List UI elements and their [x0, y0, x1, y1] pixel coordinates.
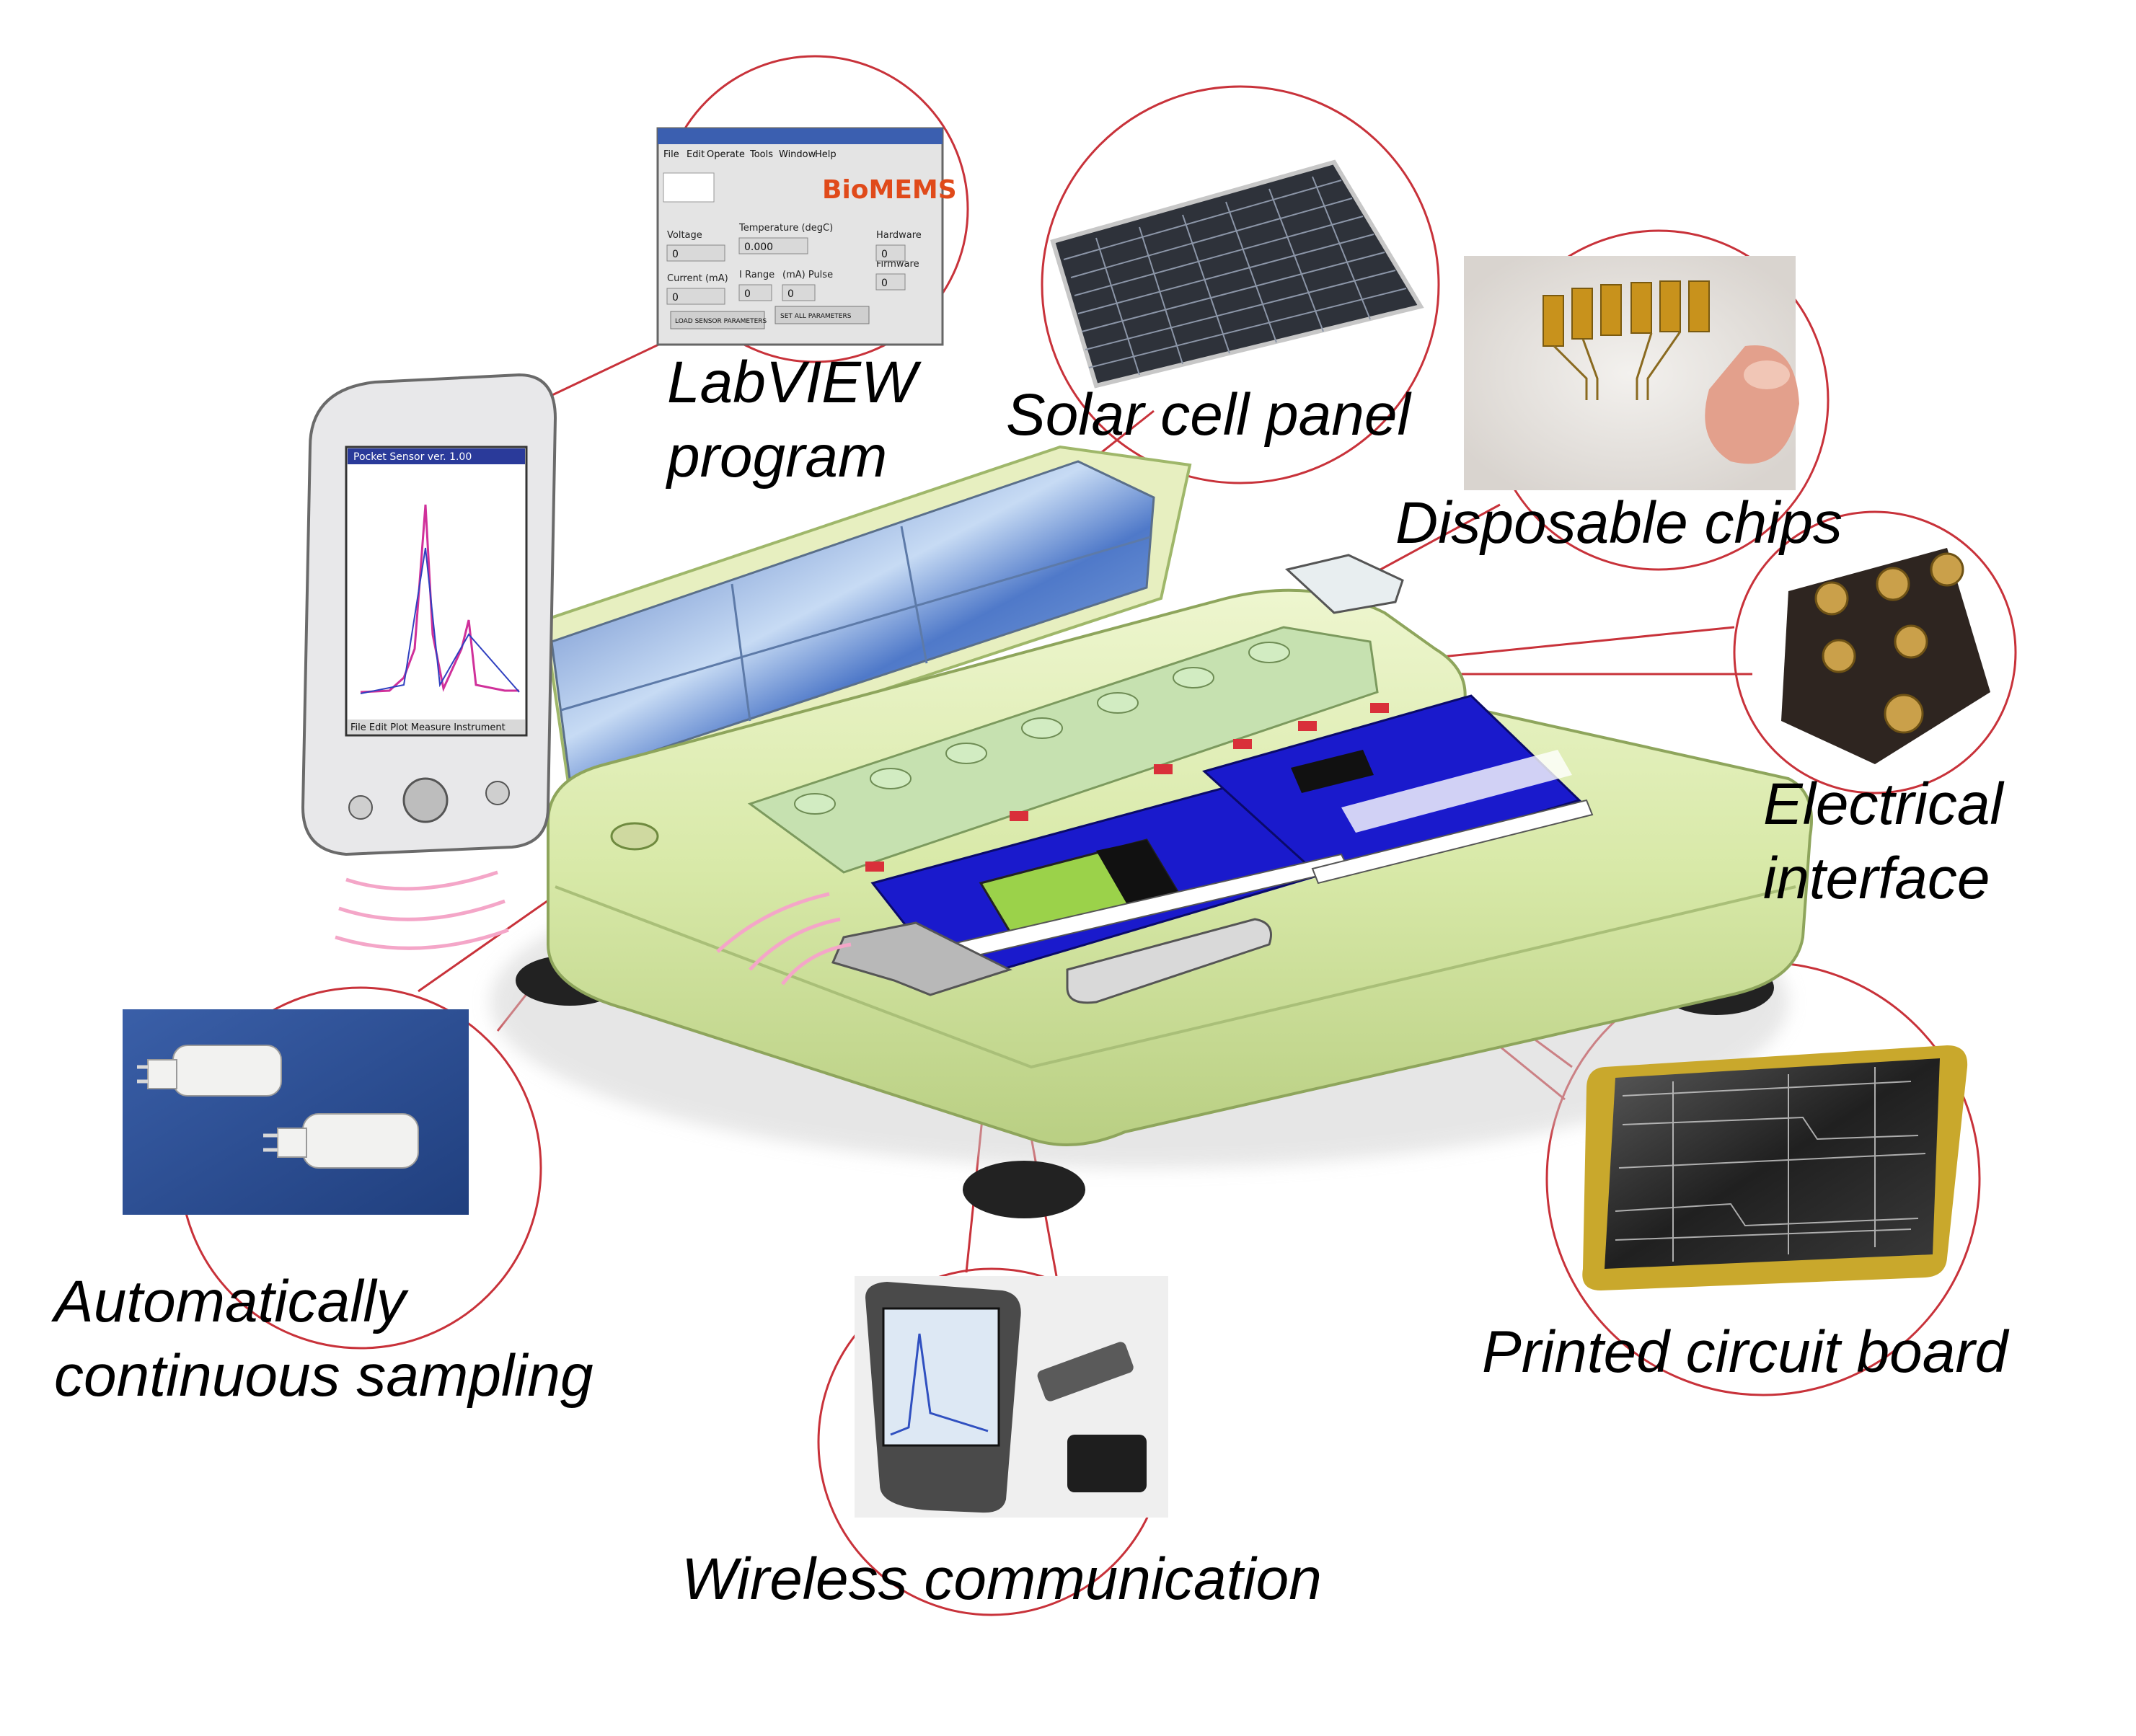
labview-set-button: SET ALL PARAMETERS: [780, 313, 852, 320]
svg-text:Hardware: Hardware: [876, 230, 922, 241]
device-foot: [963, 1161, 1085, 1218]
labview-load-button: LOAD SENSOR PARAMETERS: [675, 318, 767, 325]
svg-text:(mA) Pulse: (mA) Pulse: [782, 270, 833, 280]
labview-label-line-1: LabVIEW: [667, 350, 917, 415]
chips-label: Disposable chips: [1395, 490, 1842, 556]
chip-tray: [747, 626, 1379, 874]
solar-callout-ring: [1041, 85, 1440, 484]
labview-window: File Edit Operate Tools Window Help BioM…: [656, 127, 957, 346]
pda-status-line: File Edit Plot Measure Instrument: [350, 722, 506, 733]
labview-menu: File Edit Operate Tools Window Help: [663, 149, 837, 160]
electrical-label-line-1: Electrical: [1763, 771, 2003, 837]
sensor-pcb: [1201, 694, 1581, 877]
sampling-label-line-2: continuous sampling: [54, 1342, 593, 1409]
solar-panel-photo: [1050, 159, 1424, 389]
svg-text:Voltage: Voltage: [667, 230, 702, 241]
antenna: [831, 921, 1012, 996]
pcb-photo: [1582, 1045, 1968, 1290]
solenoid-valve-photo: [123, 1009, 469, 1215]
svg-text:File: File: [663, 149, 679, 160]
svg-text:0: 0: [672, 249, 679, 260]
electrical-label: Electrical interface: [1763, 768, 2003, 916]
svg-text:0: 0: [744, 288, 751, 300]
wireless-label: Wireless communication: [681, 1546, 1322, 1612]
labview-label-line-2: program: [667, 423, 888, 490]
svg-text:Firmware: Firmware: [876, 259, 919, 270]
pda-nav-button: [402, 777, 449, 823]
chip-slot: [1284, 554, 1404, 614]
svg-text:0: 0: [881, 249, 888, 260]
pocket-pc-photo: [855, 1276, 1168, 1518]
svg-text:Tools: Tools: [749, 149, 773, 160]
labview-logo: BioMEMS: [822, 175, 957, 205]
pump-port: [610, 822, 659, 851]
pda-device: Pocket Sensor ver. 1.00 File Edit Plot M…: [301, 373, 557, 950]
solar-label: Solar cell panel: [1006, 382, 1411, 448]
sampling-label-line-1: Automatically: [54, 1269, 406, 1334]
solar-panel-glass: [550, 460, 1155, 780]
svg-text:0: 0: [787, 288, 794, 300]
svg-text:Temperature (degC): Temperature (degC): [738, 223, 833, 234]
pda-screen: [345, 446, 528, 737]
pda-title: Pocket Sensor ver. 1.00: [353, 451, 472, 463]
svg-text:0.000: 0.000: [744, 242, 773, 253]
disposable-chip-photo: [1464, 256, 1799, 490]
svg-text:Help: Help: [815, 149, 837, 160]
svg-text:0: 0: [672, 292, 679, 304]
svg-text:0: 0: [881, 278, 888, 289]
svg-text:Operate: Operate: [707, 149, 745, 160]
svg-text:Window: Window: [779, 149, 816, 160]
pcb-label: Printed circuit board: [1482, 1319, 2008, 1385]
sensor-device: [490, 445, 1813, 1218]
svg-text:Edit: Edit: [687, 149, 705, 160]
svg-text:I Range: I Range: [739, 270, 774, 280]
tray-handle: [1066, 918, 1272, 1004]
sampling-label: Automatically continuous sampling: [54, 1265, 593, 1413]
electrical-connector-photo: [1781, 548, 1990, 764]
electrical-label-line-2: interface: [1763, 845, 1990, 911]
electrical-leader-1: [1413, 626, 1735, 661]
chips-leader: [1373, 503, 1501, 575]
electrical-callout-ring: [1733, 510, 2017, 794]
svg-text:Current (mA): Current (mA): [667, 273, 728, 284]
labview-label: LabVIEW program: [667, 346, 917, 494]
